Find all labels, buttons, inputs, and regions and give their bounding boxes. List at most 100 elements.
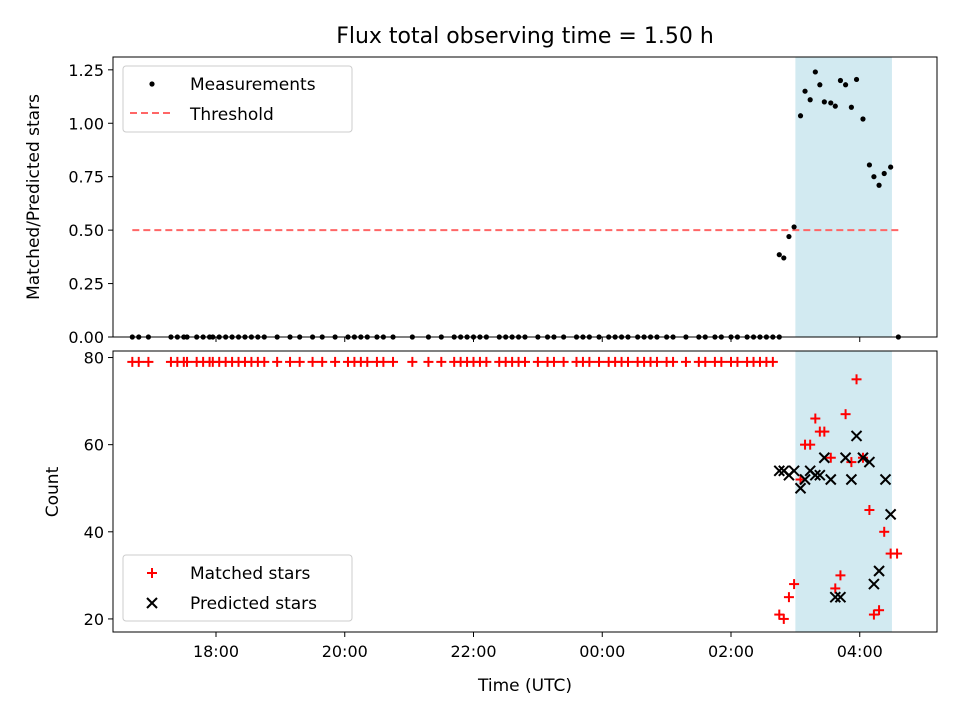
matched-star-point xyxy=(668,356,679,367)
bottom-x-ticks: 18:00 20:00 22:00 00:00 02:00 04:00 xyxy=(193,632,883,661)
bottom-legend-box xyxy=(122,554,353,622)
matched-star-point xyxy=(651,356,662,367)
bottom-y-ticks: 20 40 60 80 xyxy=(84,349,113,629)
matched-star-point xyxy=(623,356,633,367)
matched-star-point xyxy=(892,548,903,559)
measurement-point xyxy=(881,170,887,177)
matched-star-point xyxy=(307,356,318,367)
top-y-tick-label: 0.25 xyxy=(68,275,104,294)
measurement-point xyxy=(828,100,834,106)
predicted-star-point xyxy=(839,452,852,464)
observing-window-shade xyxy=(795,351,892,632)
top-legend-box xyxy=(122,65,353,133)
matched-star-point xyxy=(423,356,434,367)
x-tick-label: 00:00 xyxy=(579,642,625,661)
legend-measurements-label: Measurements xyxy=(190,75,316,95)
measurement-point xyxy=(781,255,787,261)
measurement-point xyxy=(848,104,854,110)
matched-star-point xyxy=(835,570,846,581)
matched-star-point xyxy=(285,356,296,367)
matched-star-point xyxy=(819,426,830,437)
matched-star-point xyxy=(864,505,875,516)
measurement-point xyxy=(791,224,797,230)
top-y-tick-label: 1.00 xyxy=(68,114,104,133)
legend-threshold-label: Threshold xyxy=(189,105,274,125)
top-panel: 0.00 0.25 0.50 0.75 1.00 1.25 Matched/Predict… xyxy=(24,56,938,347)
legend-predicted-label: Predicted stars xyxy=(190,594,317,614)
matched-star-point xyxy=(330,356,341,367)
measurement-point xyxy=(871,174,877,180)
predicted-star-point xyxy=(794,482,807,494)
top-y-axis-label: Matched/Predicted stars xyxy=(24,94,44,300)
measurement-point xyxy=(888,164,894,170)
top-y-tick-label: 0.75 xyxy=(68,168,104,187)
measurement-point xyxy=(817,82,823,88)
predicted-star-point xyxy=(818,452,831,464)
matched-star-point xyxy=(378,356,389,367)
matched-star-point xyxy=(783,592,794,603)
predicted-star-point xyxy=(857,452,869,464)
matched-star-point xyxy=(436,356,447,367)
predicted-star-point xyxy=(814,469,826,481)
matched-star-point xyxy=(851,374,862,385)
bottom-axes-frame xyxy=(112,350,938,633)
measurement-point xyxy=(821,99,827,105)
predicted-star-point xyxy=(845,473,858,486)
observing-window-shade xyxy=(795,57,892,337)
matched-star-point xyxy=(868,609,879,620)
matched-star-point xyxy=(558,356,569,367)
matched-star-point xyxy=(520,356,530,367)
matched-star-point xyxy=(548,356,559,367)
top-legend: Measurements Threshold xyxy=(122,65,353,133)
matched-star-point xyxy=(830,583,841,594)
predicted-star-point xyxy=(829,591,841,603)
matched-star-point xyxy=(407,356,418,367)
matched-star-point xyxy=(846,457,857,468)
matched-star-point xyxy=(532,356,543,367)
bottom-y-tick-label: 40 xyxy=(84,523,104,542)
matched-star-point xyxy=(317,356,328,367)
legend-matched-label: Matched stars xyxy=(190,564,310,584)
bottom-legend: Matched stars Predicted stars xyxy=(122,554,353,622)
top-y-tick-label: 1.25 xyxy=(68,61,104,80)
matched-star-point xyxy=(789,579,800,590)
measurement-point xyxy=(860,116,866,122)
matched-star-point xyxy=(700,356,711,367)
measurement-point xyxy=(832,103,838,109)
matched-star-point xyxy=(680,356,691,367)
matched-star-point xyxy=(805,439,816,450)
x-axis-label: Time (UTC) xyxy=(477,676,572,696)
predicted-stars-points xyxy=(773,430,897,603)
measurement-point xyxy=(786,233,792,240)
x-tick-label: 02:00 xyxy=(708,642,754,661)
measurement-point xyxy=(837,77,844,84)
top-y-tick-label: 0.00 xyxy=(68,328,104,347)
top-x-ticks xyxy=(215,337,861,342)
matched-star-point xyxy=(778,613,789,624)
predicted-star-point xyxy=(809,469,822,481)
bottom-observing-window xyxy=(795,351,892,632)
matched-star-point xyxy=(272,356,283,367)
predicted-star-point xyxy=(773,465,785,477)
matched-star-point xyxy=(874,605,885,616)
x-tick-label: 18:00 xyxy=(193,642,239,661)
matched-star-point xyxy=(594,356,605,367)
predicted-star-point xyxy=(868,578,880,590)
matched-star-point xyxy=(879,526,890,537)
matched-star-point xyxy=(774,609,785,620)
matched-star-point xyxy=(259,356,270,367)
matched-star-point xyxy=(716,356,727,367)
predicted-star-point xyxy=(873,565,885,577)
measurement-point xyxy=(876,182,882,188)
x-tick-label: 20:00 xyxy=(322,642,368,661)
top-y-tick-label: 0.50 xyxy=(68,221,104,240)
legend-measurements-marker xyxy=(149,81,155,87)
predicted-star-point xyxy=(834,591,847,603)
chart-title: Flux total observing time = 1.50 h xyxy=(336,24,714,49)
matched-stars-points xyxy=(127,356,903,624)
bottom-y-tick-label: 80 xyxy=(84,349,104,368)
matched-star-point xyxy=(732,356,743,367)
measurement-points xyxy=(129,69,901,340)
measurement-point xyxy=(797,113,804,119)
measurement-point xyxy=(842,82,849,88)
